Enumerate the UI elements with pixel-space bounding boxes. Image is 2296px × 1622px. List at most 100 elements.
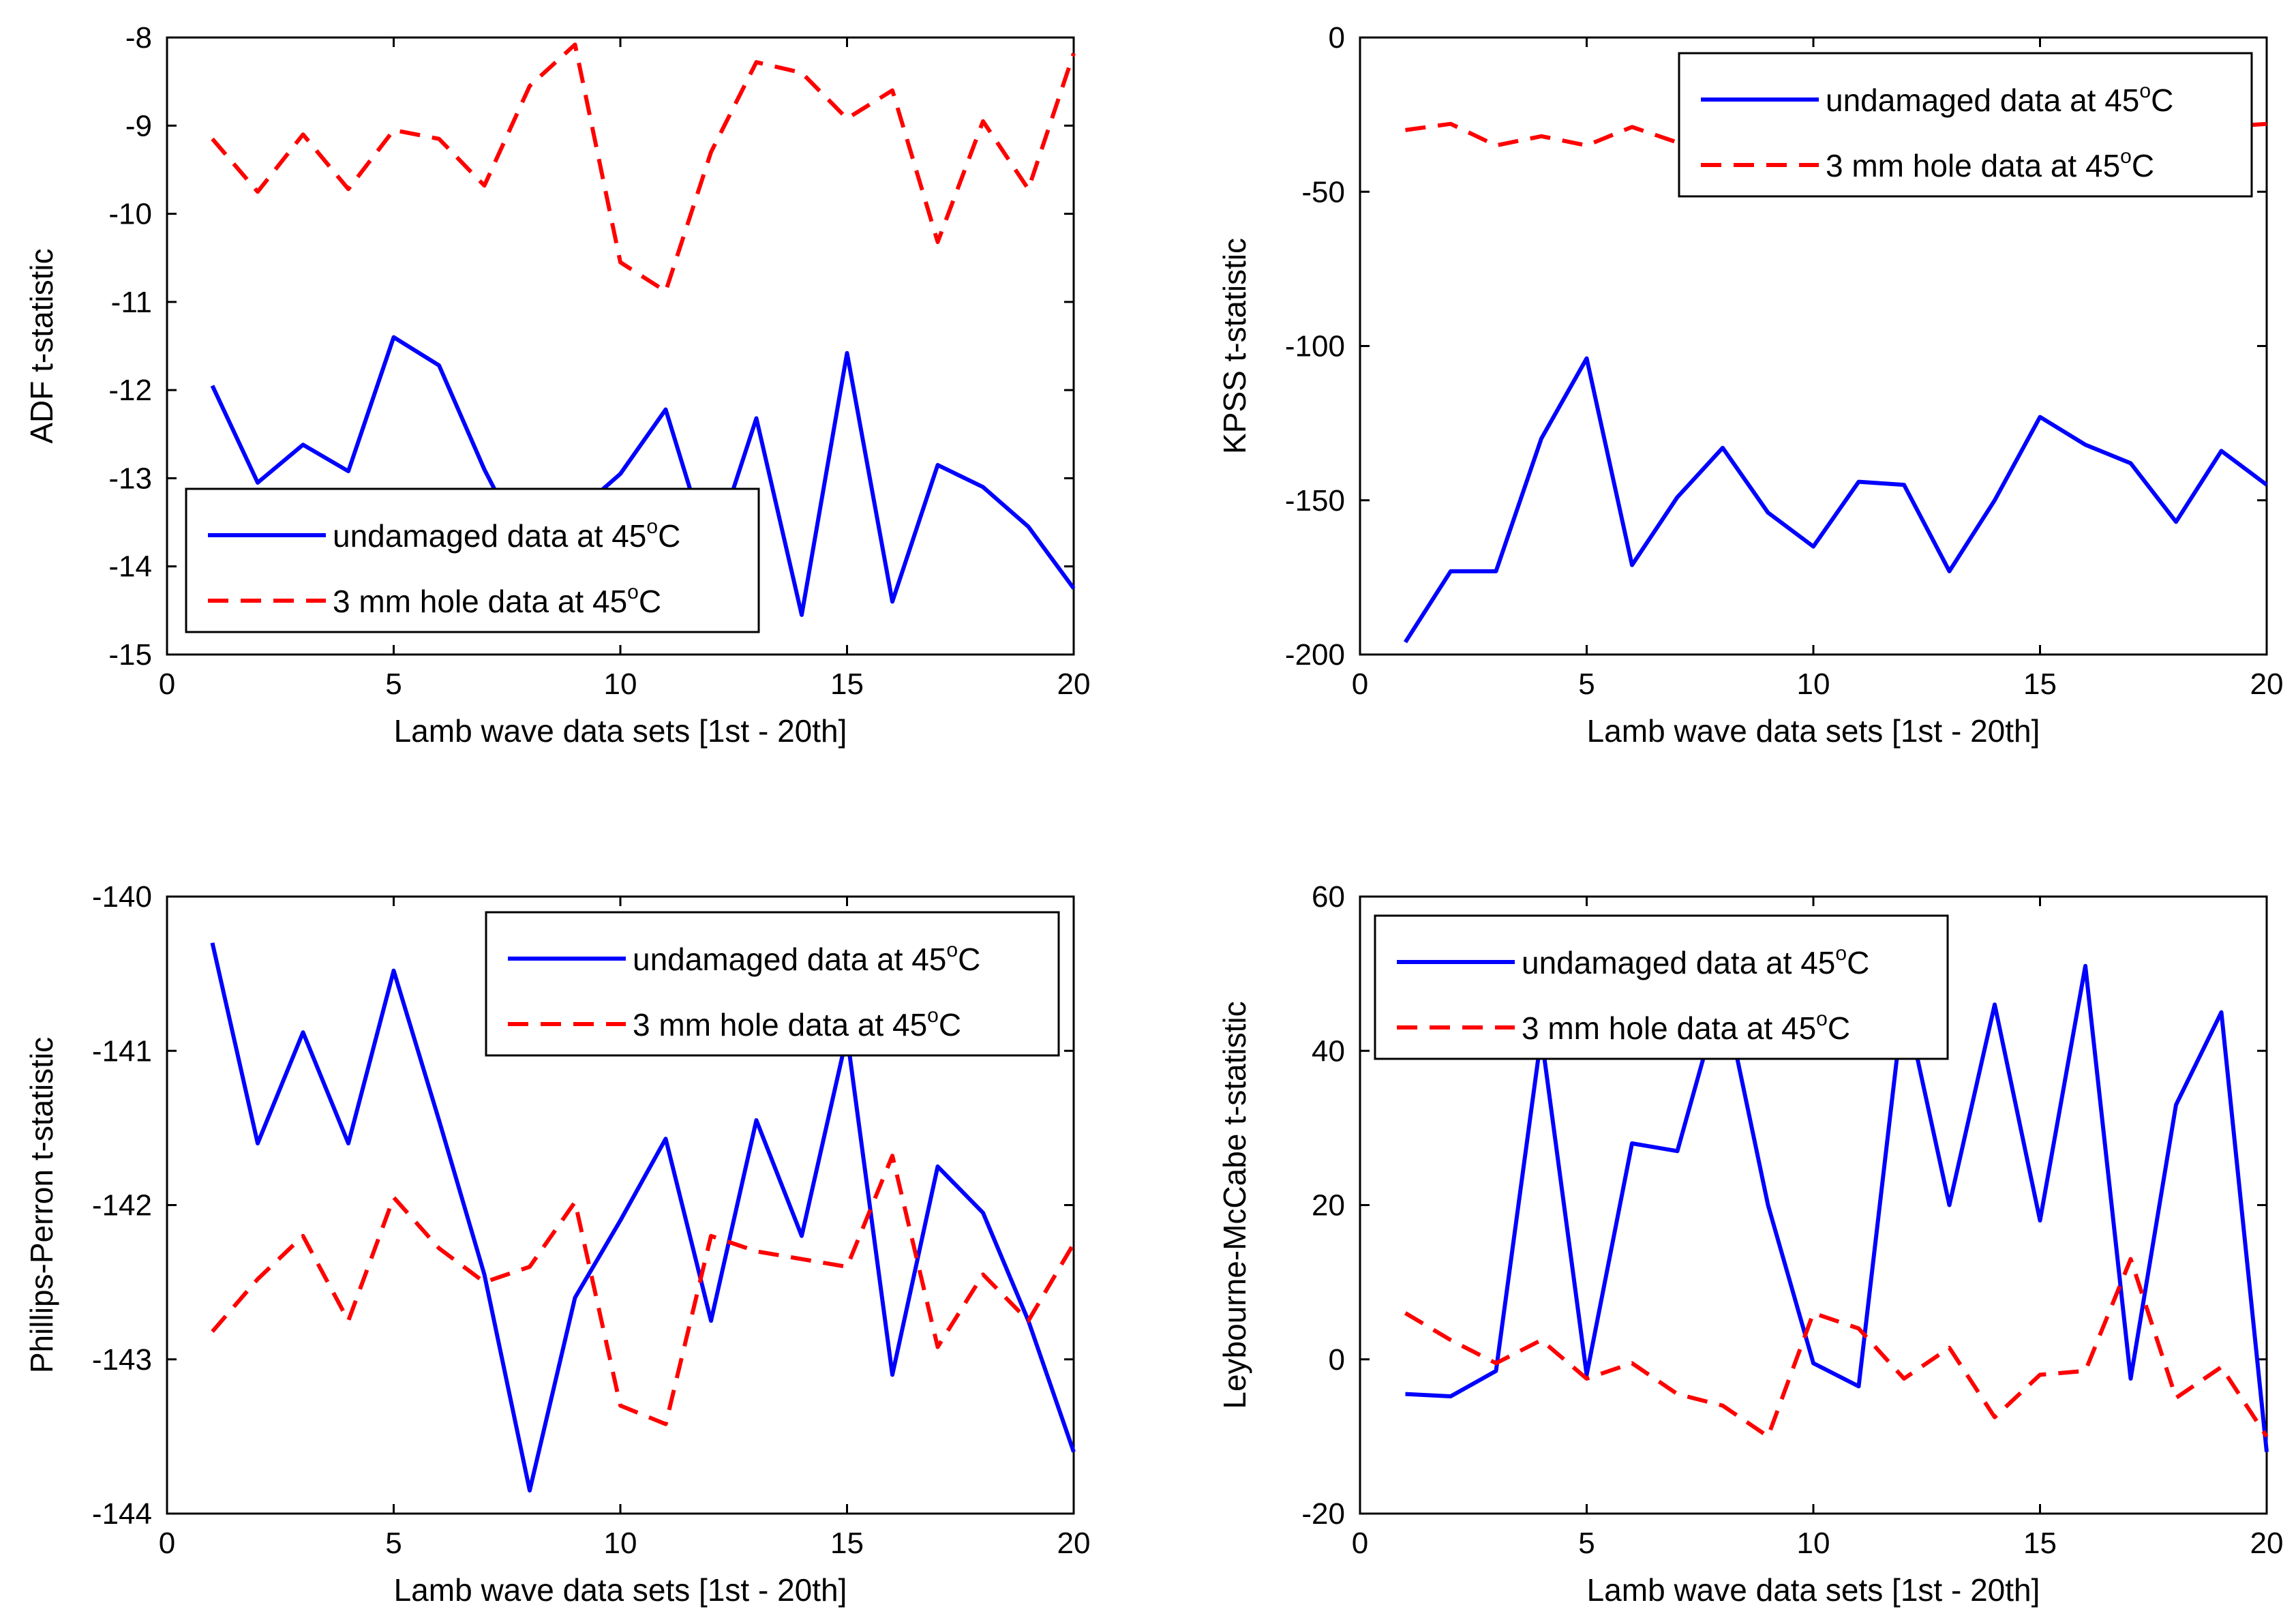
series-line-hole (211, 1154, 1076, 1426)
legend-label-main: undamaged data at 45 (1522, 945, 1835, 980)
y-tick-label: -10 (108, 198, 152, 231)
x-tick-label: 20 (1057, 667, 1091, 701)
legend-label-tail: C (658, 518, 680, 554)
legend-label-tail: C (939, 1007, 961, 1042)
y-tick-label: 0 (1329, 1343, 1345, 1377)
x-axis-title: Lamb wave data sets [1st - 20th] (394, 713, 847, 749)
x-tick-label: 10 (1797, 667, 1830, 701)
chart-2: 0 5 10 15 20 0 -50 -100 -150 -200 Lamb wave data s… (1217, 21, 2283, 749)
x-tick-label: 0 (1352, 667, 1368, 701)
x-tick-label: 10 (604, 1527, 637, 1560)
y-tick-label: -11 (111, 286, 152, 319)
legend-label-sup: o (2139, 80, 2151, 102)
y-tick-label: -14 (108, 550, 152, 584)
x-tick-label: 5 (1578, 667, 1595, 701)
y-tick-label: -140 (92, 880, 152, 914)
legend-label-main: 3 mm hole data at 45 (633, 1007, 927, 1042)
x-tick-label: 20 (1057, 1527, 1091, 1560)
legend-label-sup: o (946, 939, 958, 961)
y-tick-label: -8 (125, 21, 152, 55)
x-axis-title: Lamb wave data sets [1st - 20th] (394, 1572, 847, 1608)
legend-label-tail: C (1828, 1010, 1850, 1046)
legend-box (485, 911, 1060, 1057)
series-line-undamaged (1403, 356, 2268, 644)
x-tick-label: 10 (1797, 1527, 1830, 1560)
legend-box (1374, 914, 1949, 1060)
y-tick-label: -20 (1301, 1497, 1345, 1531)
legend-label: undamaged data at 45oC (1522, 942, 1869, 980)
y-tick-label: -50 (1301, 175, 1345, 209)
x-tick-label: 15 (2023, 667, 2057, 701)
series-line-undamaged (210, 942, 1076, 1493)
y-tick-label: -100 (1285, 330, 1345, 363)
legend-label-tail: C (2132, 148, 2154, 183)
legend-label: 3 mm hole data at 45oC (633, 1004, 961, 1042)
series-line-hole (1405, 109, 2267, 148)
legend-label: 3 mm hole data at 45oC (1522, 1008, 1850, 1046)
y-tick-label: -9 (125, 109, 152, 142)
legend-label-tail: C (2151, 82, 2173, 118)
series-line-undamaged (210, 335, 1076, 617)
series-line-hole (211, 42, 1076, 294)
legend-label-main: 3 mm hole data at 45 (1522, 1010, 1816, 1046)
legend-label: 3 mm hole data at 45oC (1826, 145, 2154, 183)
legend-label-tail: C (639, 584, 661, 619)
legend-label-main: undamaged data at 45 (1826, 82, 2139, 118)
chart-1: 0 5 10 15 20 -8 -9 -10 -11 -12 -13 -14 -15 Lamb wave … (24, 21, 1090, 749)
y-tick-label: 0 (1329, 21, 1345, 55)
legend-label-sup: o (1835, 942, 1847, 965)
legend-label-main: undamaged data at 45 (633, 942, 946, 977)
x-tick-label: 10 (604, 667, 637, 701)
x-axis-title: Lamb wave data sets [1st - 20th] (1587, 713, 2040, 749)
y-tick-label: -150 (1285, 484, 1345, 517)
y-tick-label: 20 (1312, 1189, 1345, 1222)
y-tick-label: 40 (1312, 1034, 1345, 1068)
x-tick-label: 5 (385, 667, 402, 701)
legend-label: undamaged data at 45oC (633, 939, 980, 977)
x-tick-label: 0 (159, 1527, 175, 1560)
x-tick-label: 15 (830, 1527, 864, 1560)
x-tick-label: 20 (2250, 1527, 2284, 1560)
x-tick-label: 5 (385, 1527, 402, 1560)
legend-label-main: 3 mm hole data at 45 (1826, 148, 2120, 183)
legend-box (185, 487, 760, 633)
legend-label: undamaged data at 45oC (1826, 80, 2173, 118)
y-axis-title: ADF t-statistic (24, 248, 59, 443)
legend-label-sup: o (646, 515, 658, 538)
y-tick-label: -200 (1285, 638, 1345, 672)
legend-label-sup: o (927, 1004, 939, 1027)
y-tick-label: -13 (108, 462, 152, 495)
x-tick-label: 5 (1578, 1527, 1595, 1560)
legend-label: 3 mm hole data at 45oC (333, 581, 661, 619)
legend-label-sup: o (2120, 145, 2132, 168)
x-tick-label: 15 (830, 667, 864, 701)
legend-label-sup: o (627, 581, 639, 603)
legend-label-main: undamaged data at 45 (333, 518, 646, 554)
legend-label-main: 3 mm hole data at 45 (333, 584, 627, 619)
y-axis-title: Phillips-Perron t-statistic (24, 1037, 59, 1373)
y-tick-label: -144 (92, 1497, 152, 1531)
y-tick-label: -12 (108, 374, 152, 407)
x-tick-label: 0 (159, 667, 175, 701)
y-axis-title: Leybourne-McCabe t-statistic (1217, 1001, 1252, 1409)
legend-label-tail: C (958, 942, 980, 977)
legend-label-tail: C (1847, 945, 1869, 980)
x-tick-label: 0 (1352, 1527, 1368, 1560)
series-line-undamaged (1405, 963, 2269, 1452)
chart-3: 0 5 10 15 20 -140 -141 -142 -143 -144 Lamb wave da… (24, 880, 1090, 1608)
x-axis-title: Lamb wave data sets [1st - 20th] (1587, 1572, 2040, 1608)
legend-box (1678, 52, 2253, 198)
y-tick-label: -141 (92, 1034, 152, 1068)
y-tick-label: -142 (92, 1189, 152, 1222)
legend-label-sup: o (1816, 1008, 1828, 1030)
y-tick-label: -143 (92, 1343, 152, 1377)
y-tick-label: -15 (108, 638, 152, 672)
y-tick-label: 60 (1312, 880, 1345, 914)
x-tick-label: 15 (2023, 1527, 2057, 1560)
series-line-hole (1404, 1257, 2269, 1439)
